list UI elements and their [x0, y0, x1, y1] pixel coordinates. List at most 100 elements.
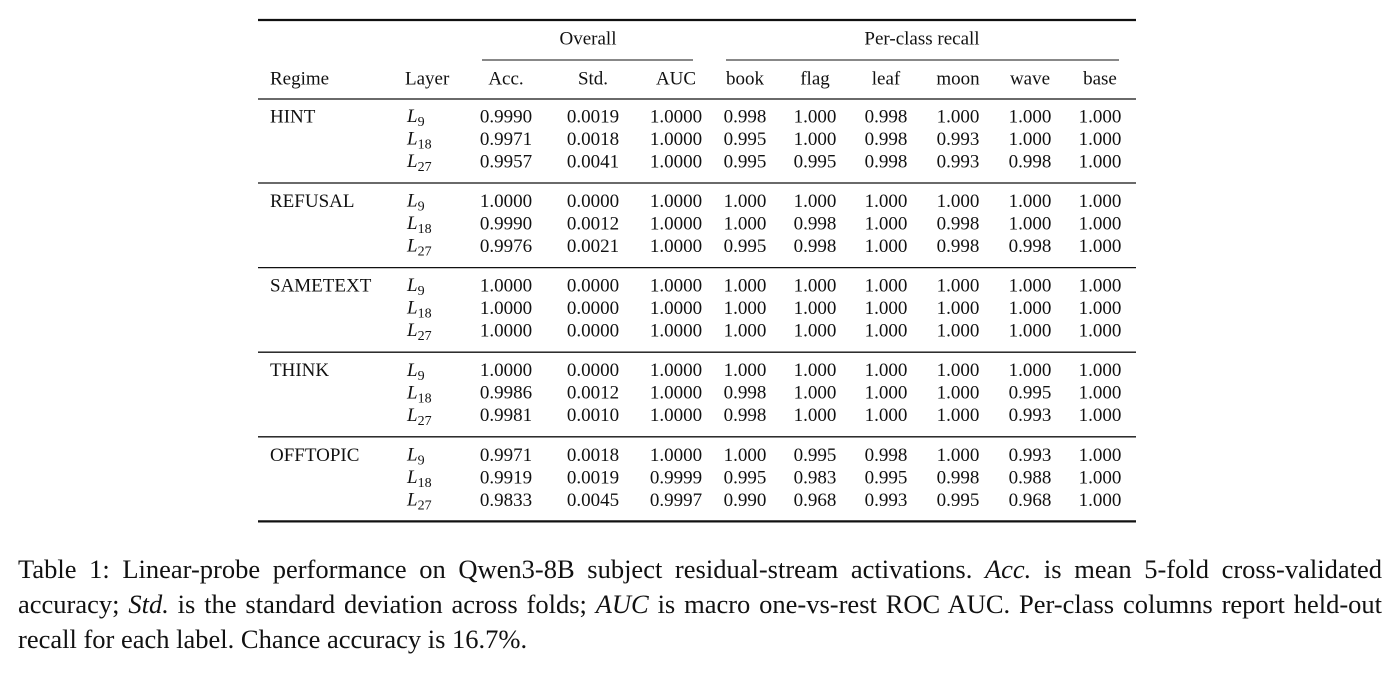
- layer-label: L18: [406, 298, 432, 322]
- layer-label: L27: [406, 405, 432, 429]
- cell: 0.993: [1009, 405, 1052, 426]
- cell: 0.998: [1009, 151, 1052, 172]
- cell: 0.968: [794, 490, 837, 511]
- cell: 1.0000: [650, 236, 702, 257]
- layer-label: L9: [406, 445, 425, 469]
- layer-symbol: L: [406, 445, 418, 466]
- cell: 1.000: [1079, 236, 1122, 257]
- cell: 1.0000: [480, 321, 532, 342]
- cell: 1.000: [865, 276, 908, 297]
- cell: 1.000: [794, 321, 837, 342]
- layer-label: L18: [406, 213, 432, 237]
- layer-symbol: L: [406, 490, 418, 511]
- cell: 1.000: [724, 191, 767, 212]
- cell: 1.000: [937, 106, 980, 127]
- cell: 1.0000: [650, 298, 702, 319]
- cell: 0.995: [1009, 383, 1052, 404]
- cell: 0.998: [724, 383, 767, 404]
- column-header: moon: [936, 68, 980, 89]
- cell: 1.000: [937, 360, 980, 381]
- cell: 0.998: [794, 236, 837, 257]
- layer-symbol: L: [406, 276, 418, 297]
- cell: 0.0021: [567, 236, 619, 257]
- cell: 1.000: [865, 405, 908, 426]
- cell: 1.000: [1079, 405, 1122, 426]
- cell: 1.000: [1009, 191, 1052, 212]
- cell: 0.998: [724, 106, 767, 127]
- cell: 0.0018: [567, 445, 619, 466]
- caption-text: Table 1: Linear-probe performance on Qwe…: [18, 554, 985, 584]
- layer-label: L9: [406, 191, 425, 215]
- cell: 1.0000: [480, 360, 532, 381]
- layer-symbol: L: [406, 321, 418, 342]
- cell: 0.0041: [567, 151, 619, 172]
- cell: 0.998: [794, 213, 837, 234]
- cell: 1.000: [794, 298, 837, 319]
- cell: 0.995: [724, 151, 767, 172]
- group-header: Per-class recall: [864, 28, 979, 49]
- regime-label: SAMETEXT: [270, 276, 372, 297]
- cell: 0.993: [937, 129, 980, 150]
- layer-label: L18: [406, 467, 432, 491]
- cell: 1.000: [937, 383, 980, 404]
- layer-symbol: L: [406, 129, 418, 150]
- cell: 1.000: [937, 298, 980, 319]
- caption-text: Acc.: [984, 554, 1032, 584]
- cell: 0.995: [937, 490, 980, 511]
- cell: 1.000: [937, 276, 980, 297]
- caption-text: Std.: [128, 589, 169, 619]
- cell: 0.993: [937, 151, 980, 172]
- layer-symbol: L: [406, 191, 418, 212]
- cell: 1.0000: [480, 276, 532, 297]
- cell: 0.998: [724, 405, 767, 426]
- cell: 1.000: [794, 360, 837, 381]
- cell: 1.000: [865, 360, 908, 381]
- regime-label: REFUSAL: [270, 191, 354, 212]
- cell: 0.998: [865, 106, 908, 127]
- regime-label: OFFTOPIC: [270, 445, 359, 466]
- layer-subscript: 27: [418, 160, 432, 175]
- cell: 1.000: [937, 405, 980, 426]
- cell: 1.000: [724, 298, 767, 319]
- cell: 0.0000: [567, 298, 619, 319]
- caption: Table 1: Linear-probe performance on Qwe…: [18, 552, 1382, 657]
- cell: 1.000: [1079, 106, 1122, 127]
- cell: 0.9990: [480, 106, 532, 127]
- cell: 1.000: [1079, 191, 1122, 212]
- layer-symbol: L: [406, 213, 418, 234]
- cell: 0.9957: [480, 151, 532, 172]
- layer-subscript: 9: [418, 369, 425, 384]
- cell: 1.000: [1009, 213, 1052, 234]
- cell: 0.993: [865, 490, 908, 511]
- cell: 1.000: [724, 213, 767, 234]
- caption-text: AUC: [595, 589, 649, 619]
- layer-subscript: 9: [418, 115, 425, 130]
- layer-subscript: 27: [418, 499, 432, 514]
- cell: 0.998: [937, 213, 980, 234]
- layer-subscript: 27: [418, 414, 432, 429]
- column-header: book: [726, 68, 765, 89]
- cell: 1.000: [794, 129, 837, 150]
- layer-label: L27: [406, 321, 432, 345]
- cell: 1.0000: [650, 405, 702, 426]
- layer-label: L9: [406, 276, 425, 300]
- cell: 1.0000: [650, 321, 702, 342]
- cell: 1.000: [1009, 360, 1052, 381]
- cell: 1.000: [1009, 321, 1052, 342]
- cell: 1.000: [865, 191, 908, 212]
- cell: 1.000: [794, 405, 837, 426]
- cell: 1.000: [1079, 445, 1122, 466]
- column-header: wave: [1010, 68, 1050, 89]
- cell: 0.990: [724, 490, 767, 511]
- layer-label: L18: [406, 383, 432, 407]
- cell: 1.0000: [480, 191, 532, 212]
- layer-symbol: L: [406, 298, 418, 319]
- layer-subscript: 9: [418, 454, 425, 469]
- cell: 1.000: [724, 445, 767, 466]
- layer-subscript: 18: [418, 392, 432, 407]
- cell: 0.988: [1009, 467, 1052, 488]
- column-header: leaf: [872, 68, 901, 89]
- cell: 1.000: [1009, 276, 1052, 297]
- cell: 1.0000: [650, 383, 702, 404]
- cell: 0.9981: [480, 405, 532, 426]
